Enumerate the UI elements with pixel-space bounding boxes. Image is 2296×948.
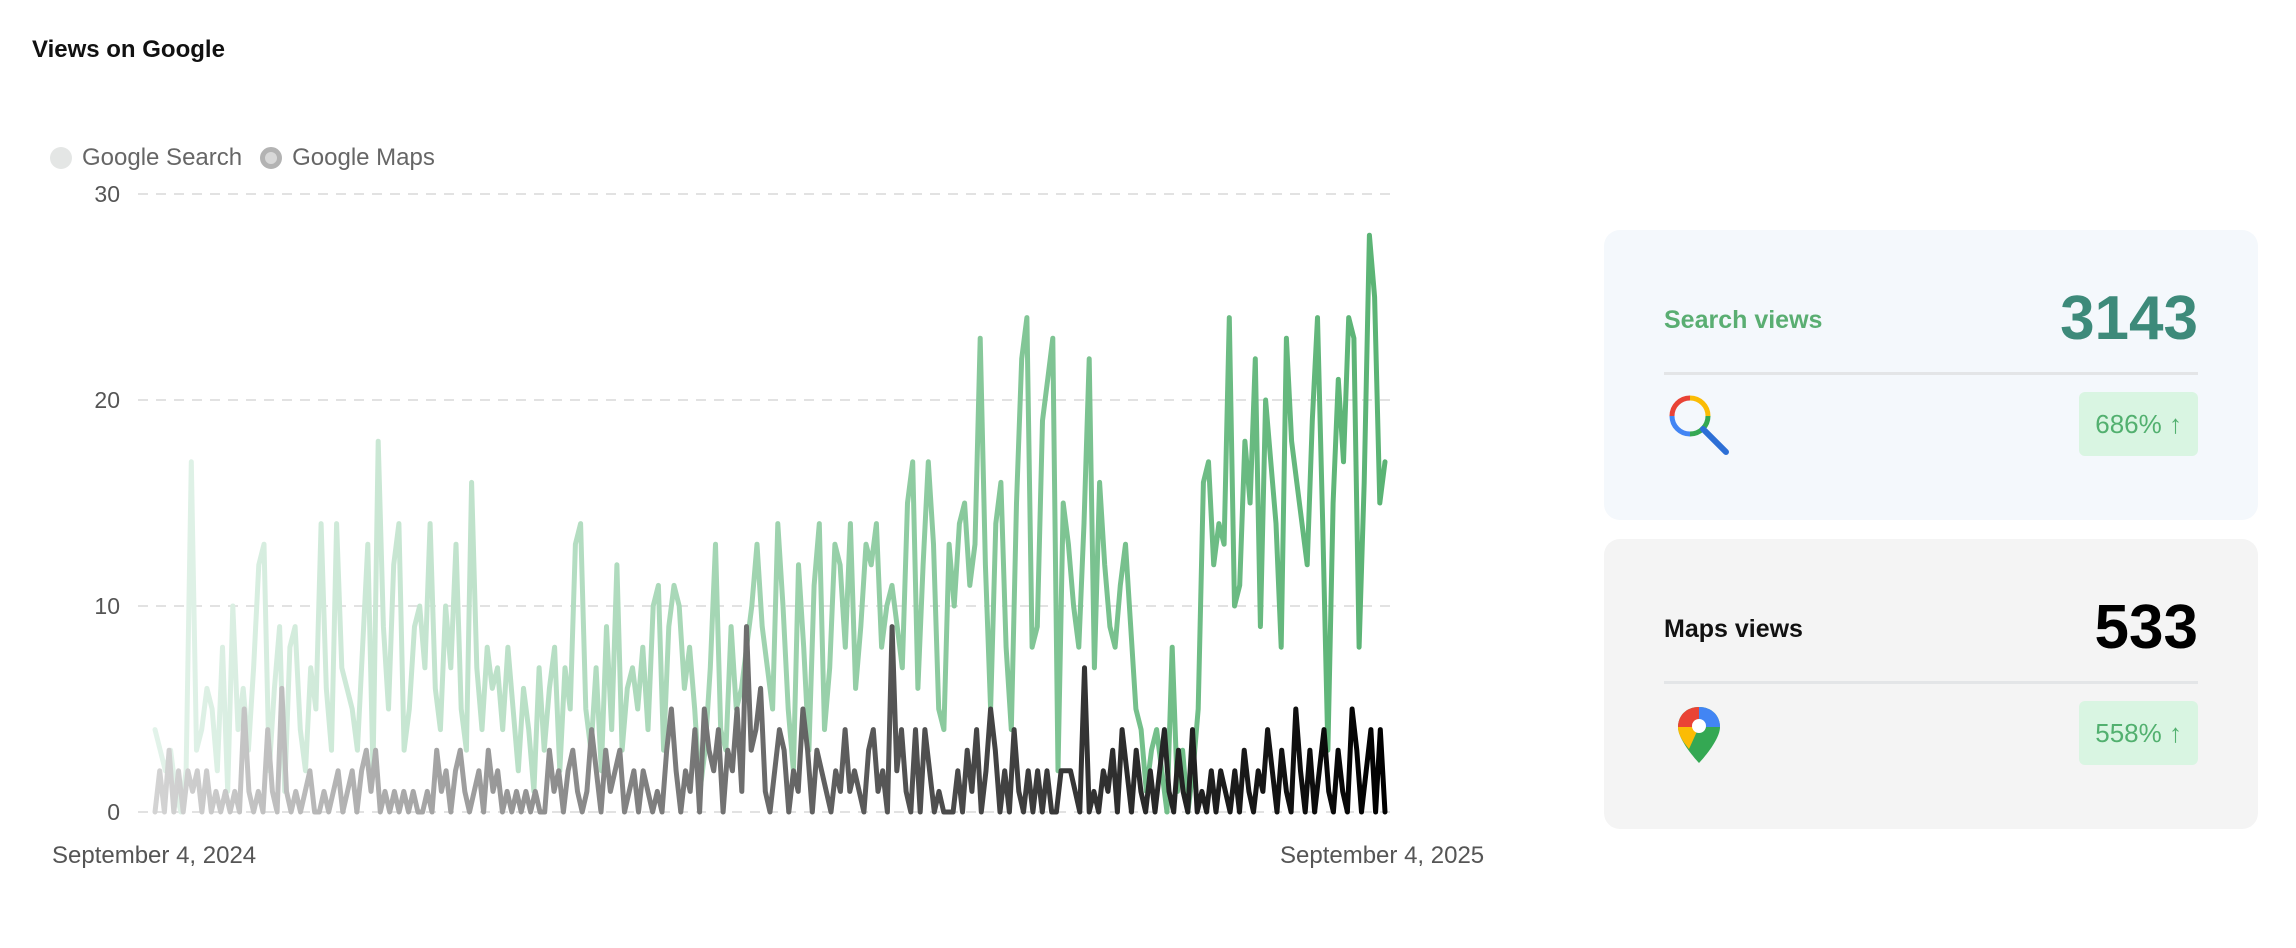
maps-views-card: Maps views 533 558% ↑ bbox=[1604, 539, 2258, 829]
legend-label: Google Maps bbox=[292, 144, 435, 171]
legend-label: Google Search bbox=[82, 144, 243, 171]
chart-legend: Google Search Google Maps bbox=[50, 144, 435, 172]
search-views-card: Search views 3143 686% ↑ bbox=[1604, 230, 2258, 520]
y-axis-ticks: 0 10 20 30 bbox=[94, 181, 120, 820]
series-line-google-maps bbox=[152, 624, 1388, 815]
legend-dot-icon bbox=[260, 147, 283, 169]
y-tick-label: 0 bbox=[107, 799, 120, 820]
x-tick-end: September 4, 2025 bbox=[1280, 842, 1485, 869]
map-pin-icon bbox=[1678, 707, 1720, 763]
divider bbox=[1664, 372, 2198, 375]
magnifier-icon bbox=[1669, 395, 1729, 455]
y-tick-label: 20 bbox=[94, 387, 120, 413]
maps-change-badge: 558% ↑ bbox=[2079, 701, 2198, 765]
y-tick-label: 10 bbox=[94, 593, 120, 619]
legend-item-google-maps[interactable]: Google Maps bbox=[260, 144, 435, 172]
maps-views-label: Maps views bbox=[1664, 615, 1803, 643]
legend-item-google-search[interactable]: Google Search bbox=[50, 144, 242, 172]
search-views-label: Search views bbox=[1664, 306, 1823, 334]
search-views-value: 3143 bbox=[2060, 284, 2198, 353]
x-tick-start: September 4, 2024 bbox=[52, 842, 257, 869]
series-line-google-search bbox=[152, 232, 1388, 815]
series-lines bbox=[152, 232, 1388, 815]
y-tick-label: 30 bbox=[94, 181, 120, 207]
legend-dot-icon bbox=[50, 147, 72, 169]
page-title: Views on Google bbox=[32, 36, 225, 63]
grid-lines bbox=[138, 193, 1392, 813]
search-change-badge: 686% ↑ bbox=[2079, 392, 2198, 456]
divider bbox=[1664, 681, 2198, 684]
maps-views-value: 533 bbox=[2094, 593, 2198, 662]
views-line-chart: 0 10 20 30 bbox=[94, 181, 1392, 820]
